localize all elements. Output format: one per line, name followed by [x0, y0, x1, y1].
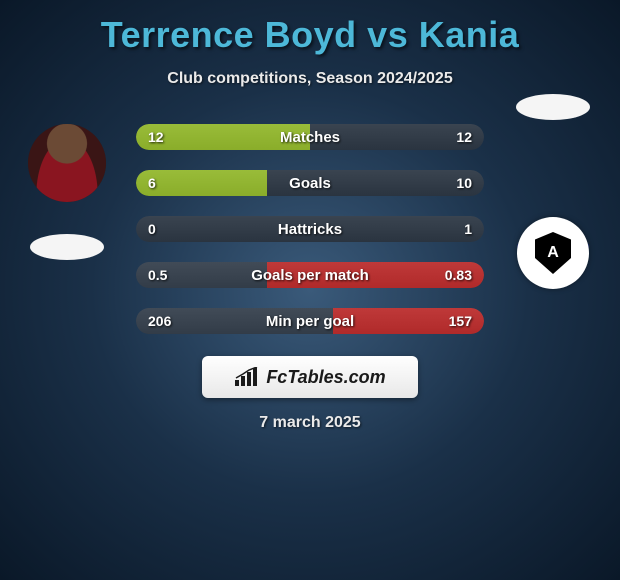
player-right-club-logo: A	[514, 214, 592, 292]
stat-label: Goals	[136, 175, 484, 192]
footer-brand-text: FcTables.com	[266, 367, 385, 388]
stat-bar: 1212Matches	[136, 124, 484, 150]
player-right-column: A	[498, 104, 608, 324]
stat-label: Goals per match	[136, 267, 484, 284]
footer-brand-logo: FcTables.com	[202, 356, 418, 398]
stat-label: Matches	[136, 129, 484, 146]
stat-bar: 01Hattricks	[136, 216, 484, 242]
stat-label: Min per goal	[136, 313, 484, 330]
content-row: 1212Matches 610Goals 01Hattricks 0.50.83Goa…	[10, 104, 610, 334]
player-left-column	[12, 104, 122, 260]
stat-label: Hattricks	[136, 221, 484, 238]
chart-icon	[234, 367, 260, 387]
date-text: 7 march 2025	[10, 414, 610, 432]
stats-bars: 1212Matches 610Goals 01Hattricks 0.50.83Goa…	[136, 124, 484, 334]
subtitle: Club competitions, Season 2024/2025	[10, 70, 610, 88]
stat-bar: 0.50.83Goals per match	[136, 262, 484, 288]
player-left-avatar	[28, 124, 106, 202]
stat-bar: 610Goals	[136, 170, 484, 196]
comparison-container: Terrence Boyd vs Kania Club competitions…	[0, 0, 620, 432]
player-right-flag	[516, 94, 590, 120]
page-title: Terrence Boyd vs Kania	[10, 14, 610, 56]
avatar-silhouette	[28, 124, 106, 202]
stat-bar: 206157Min per goal	[136, 308, 484, 334]
player-left-flag	[30, 234, 104, 260]
